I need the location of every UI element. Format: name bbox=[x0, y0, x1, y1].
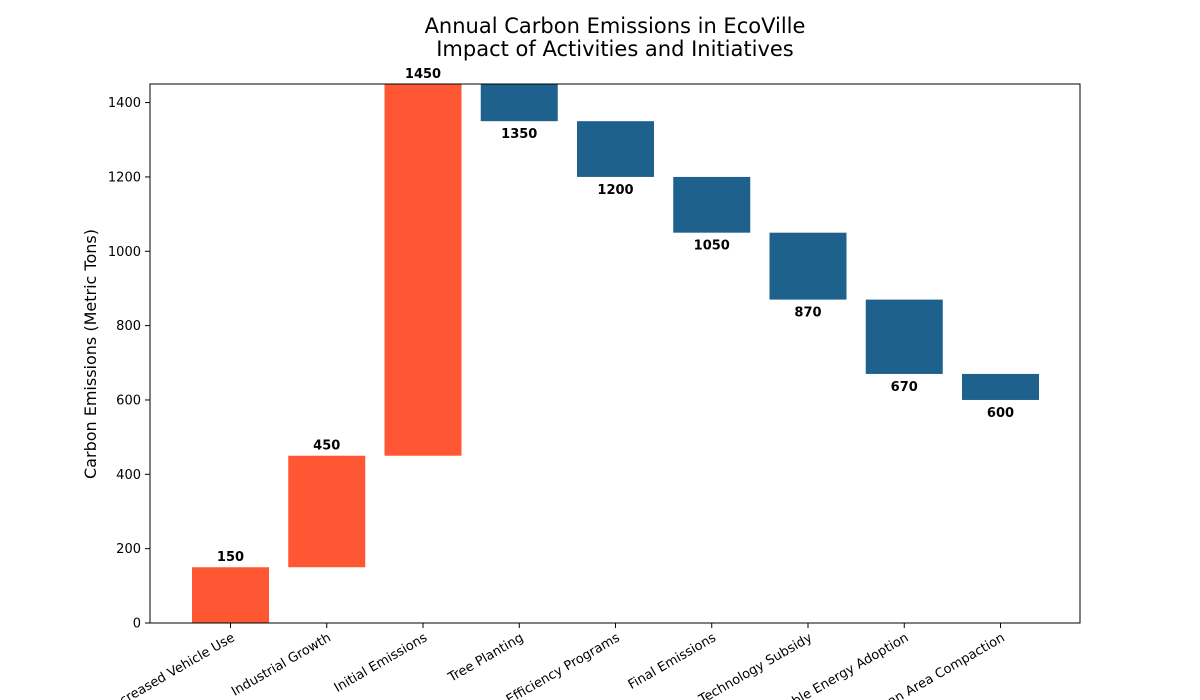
y-tick-label-7: 1400 bbox=[108, 96, 141, 111]
bar-5 bbox=[673, 176, 751, 233]
bar-2 bbox=[384, 84, 462, 456]
bar-0 bbox=[192, 567, 269, 623]
y-axis: 0 200 400 600 800 1000 1200 1400 bbox=[108, 96, 150, 632]
bar-8 bbox=[962, 373, 1039, 400]
bar-3 bbox=[480, 84, 558, 122]
x-tick-label-2: Initial Emissions bbox=[332, 630, 430, 695]
y-tick-label-4: 800 bbox=[116, 319, 141, 334]
bar-4 bbox=[577, 121, 654, 177]
data-label-3: 1350 bbox=[501, 127, 537, 142]
data-label-0: 150 bbox=[217, 550, 244, 565]
x-tick-label-6: Green Technology Subsidy bbox=[659, 630, 815, 700]
data-label-4: 1200 bbox=[597, 183, 633, 198]
y-tick-label-0: 0 bbox=[133, 617, 141, 632]
data-label-5: 1050 bbox=[694, 239, 730, 254]
plot-frame bbox=[149, 83, 1081, 624]
y-tick-label-5: 1000 bbox=[108, 245, 141, 260]
y-tick-label-2: 400 bbox=[116, 468, 141, 483]
data-label-1: 450 bbox=[313, 439, 340, 454]
y-tick-label-6: 1200 bbox=[108, 170, 141, 185]
data-label-6: 870 bbox=[794, 306, 821, 321]
data-label-2: 1450 bbox=[405, 67, 441, 82]
x-tick-label-3: Tree Planting bbox=[445, 630, 526, 686]
bar-7 bbox=[865, 299, 943, 374]
y-tick-label-1: 200 bbox=[116, 542, 141, 557]
data-label-8: 600 bbox=[987, 406, 1014, 421]
x-tick-label-5: Final Emissions bbox=[626, 630, 719, 692]
x-tick-label-1: Industrial Growth bbox=[229, 630, 334, 699]
bar-1 bbox=[288, 455, 366, 568]
y-tick-label-3: 600 bbox=[116, 393, 141, 408]
bar-6 bbox=[769, 232, 847, 300]
chart-subtitle: Impact of Activities and Initiatives bbox=[436, 37, 794, 61]
chart-title: Annual Carbon Emissions in EcoVille bbox=[425, 14, 806, 38]
y-axis-label: Carbon Emissions (Metric Tons) bbox=[81, 229, 100, 479]
bars-layer bbox=[192, 84, 1039, 623]
data-labels-layer: 150 450 1450 1350 1200 1050 870 670 600 bbox=[217, 67, 1014, 565]
data-label-7: 670 bbox=[891, 380, 918, 395]
x-tick-label-0: Increased Vehicle Use bbox=[107, 630, 238, 700]
